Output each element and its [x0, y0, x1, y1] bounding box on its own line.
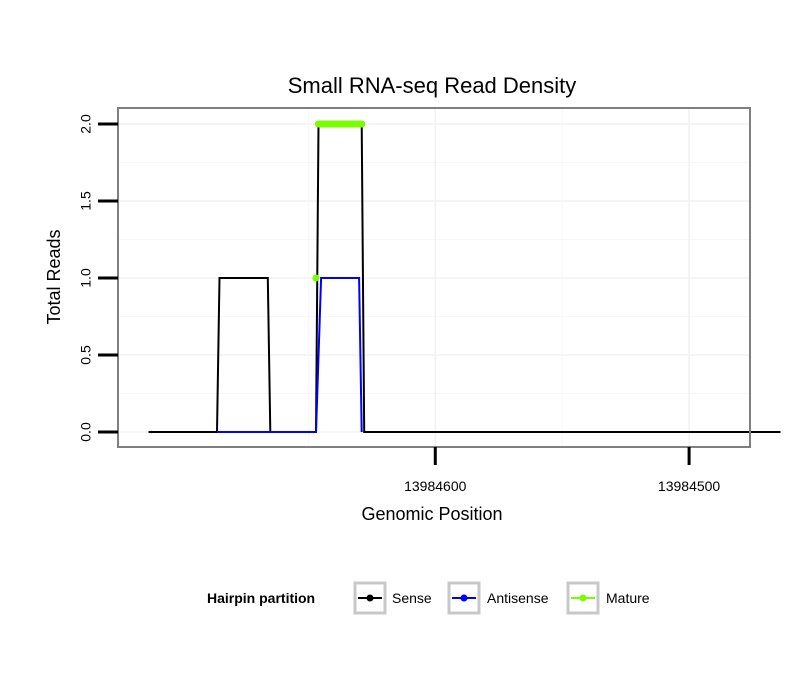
legend-item-antisense: Antisense: [447, 581, 549, 615]
x-axis: 13984600 13984500: [404, 447, 720, 494]
legend-item-sense: Sense: [353, 581, 432, 615]
legend-title: Hairpin partition: [207, 590, 315, 606]
data-point-mature: [312, 274, 320, 282]
legend-dot-sense: [366, 594, 374, 602]
legend: Hairpin partition Sense Antisense Mature: [207, 581, 650, 615]
data-point-mature: [358, 120, 366, 128]
legend-item-mature: Mature: [566, 581, 650, 615]
y-tick-label: 1.0: [78, 268, 94, 288]
y-tick-label: 2.0: [78, 114, 94, 134]
y-tick-label: 0.5: [78, 345, 94, 365]
x-axis-label: Genomic Position: [361, 504, 502, 524]
y-tick-label: 1.5: [78, 191, 94, 211]
x-tick-label: 13984500: [658, 478, 721, 494]
legend-dot-mature: [579, 594, 587, 602]
legend-label-antisense: Antisense: [487, 590, 549, 606]
chart-title: Small RNA-seq Read Density: [288, 73, 577, 98]
legend-label-mature: Mature: [606, 590, 650, 606]
series-line-antisense: [217, 277, 363, 433]
legend-label-sense: Sense: [392, 590, 432, 606]
series-lines: [148, 120, 781, 433]
x-tick-label: 13984600: [404, 478, 467, 494]
y-tick-label: 0.0: [78, 422, 94, 442]
data-point-mature: [315, 120, 323, 128]
y-axis-label: Total Reads: [44, 229, 64, 324]
legend-dot-antisense: [460, 594, 468, 602]
grid-lines: [118, 108, 750, 447]
y-axis: 0.0 0.5 1.0 1.5 2.0: [78, 114, 118, 442]
